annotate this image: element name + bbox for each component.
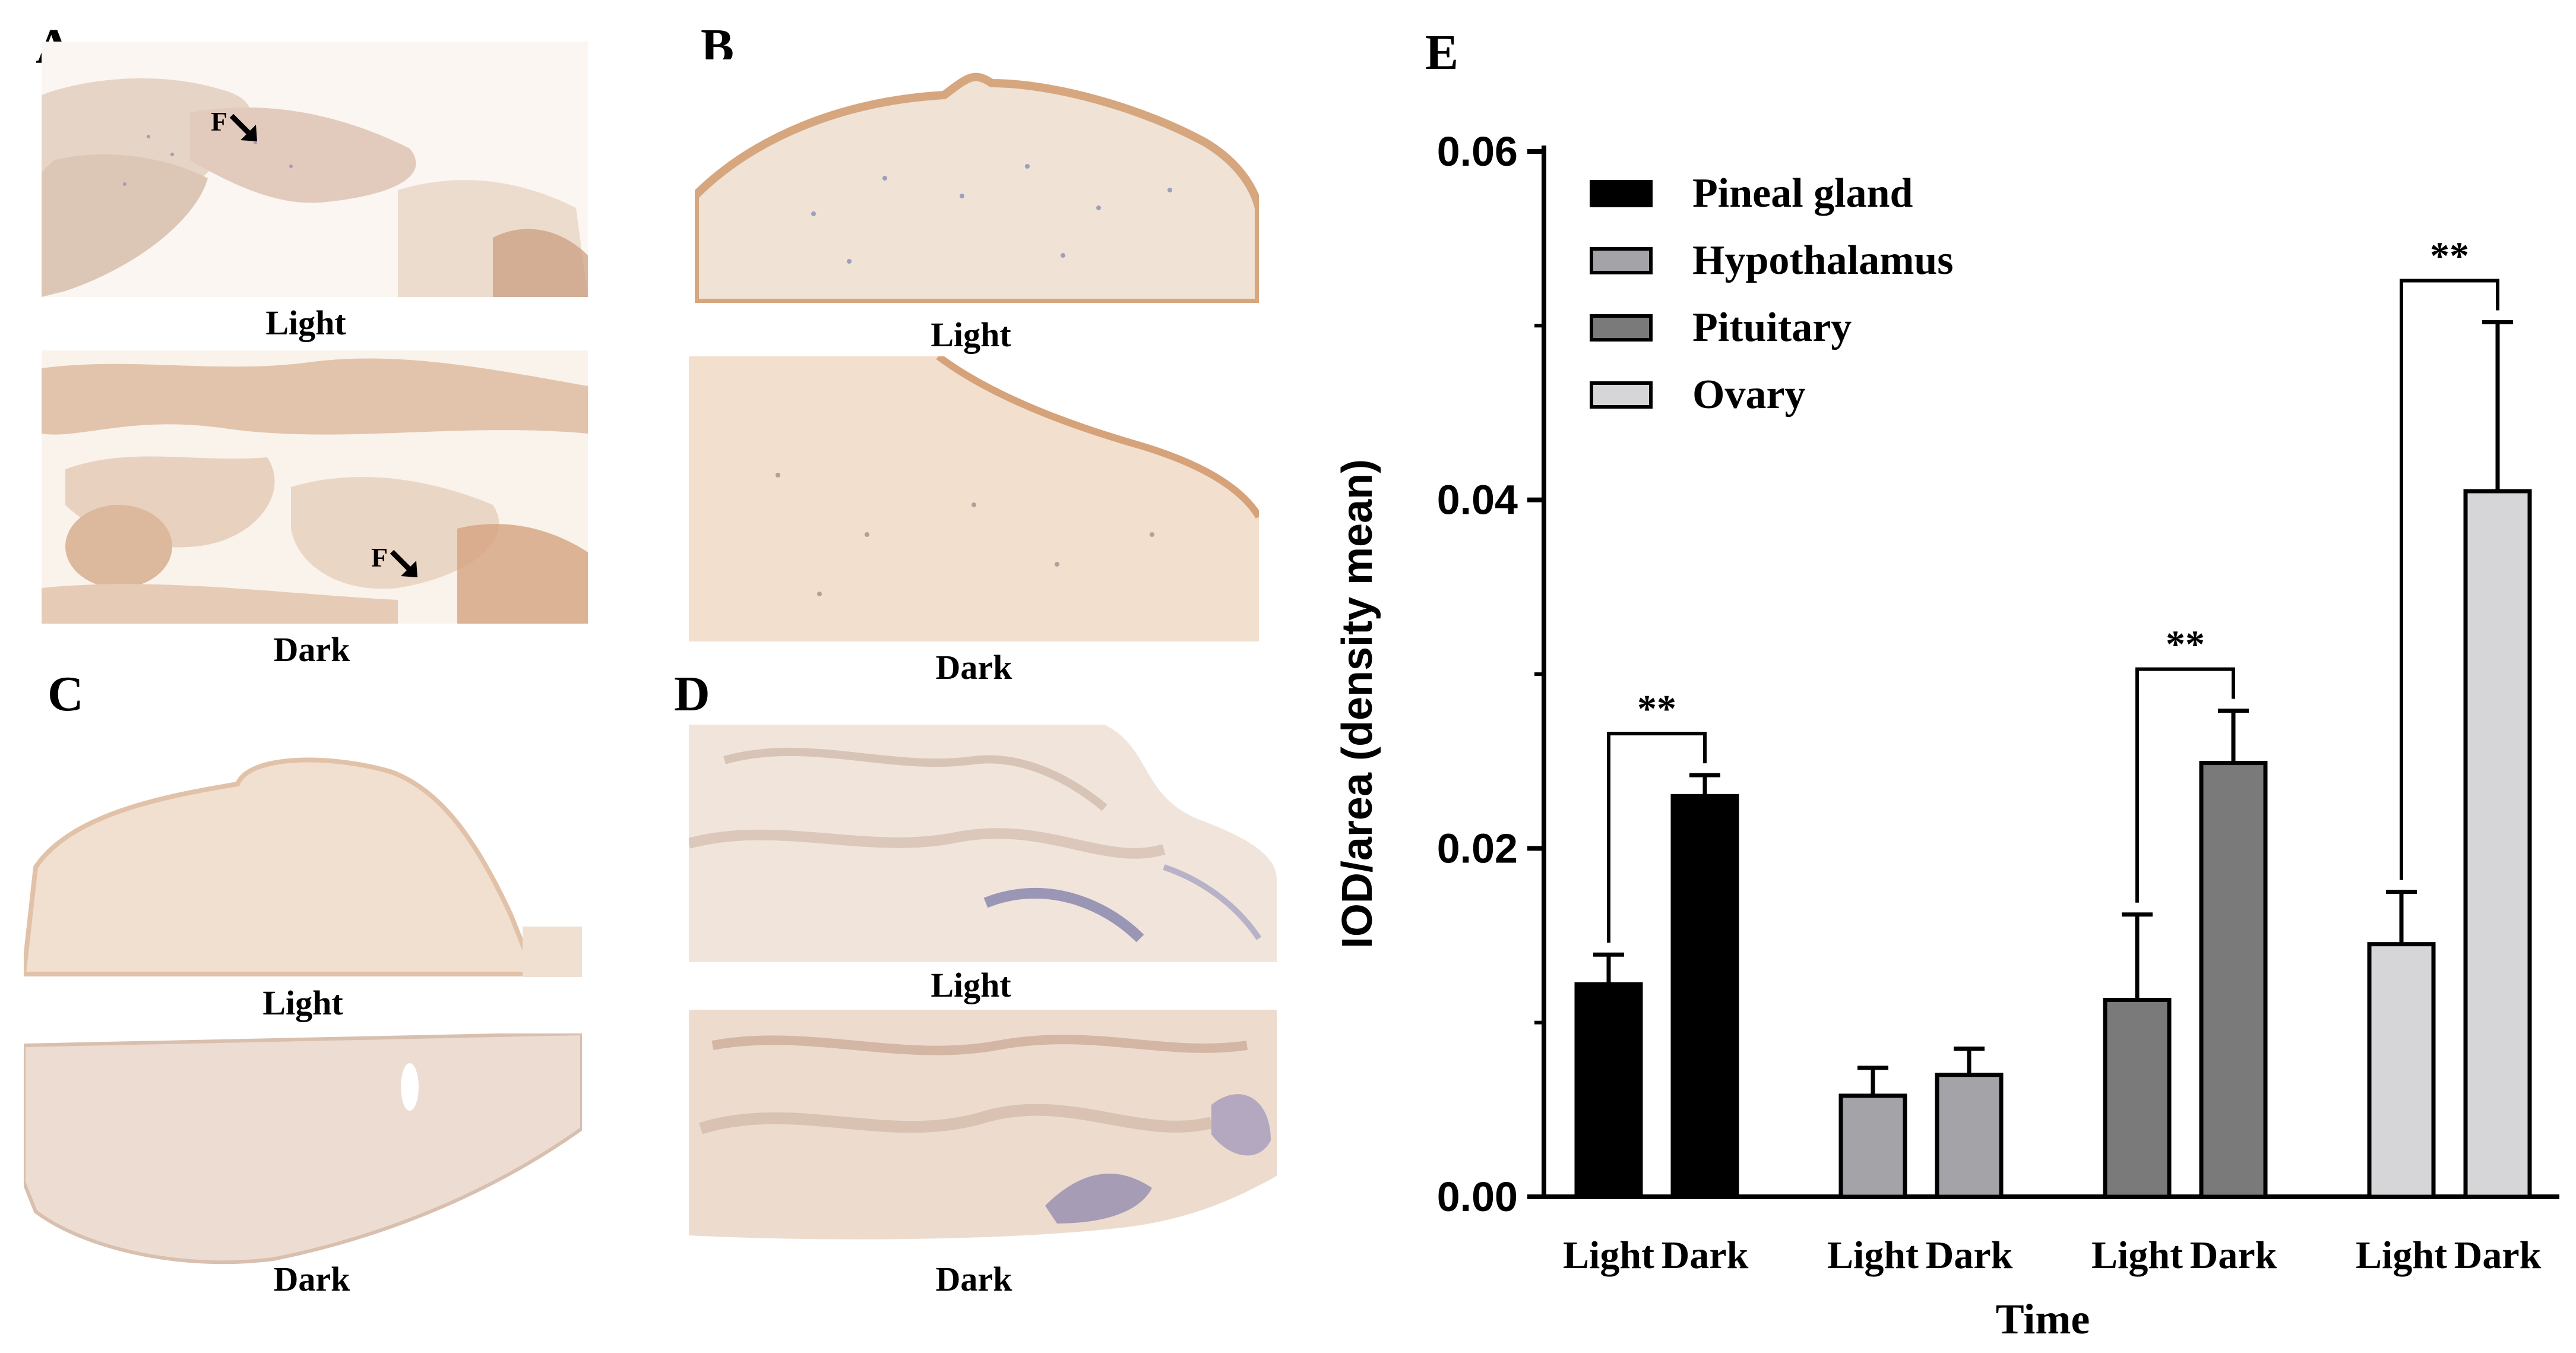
x-tick-label: Light <box>1827 1234 1919 1277</box>
panel-c-letter: C <box>48 666 84 722</box>
bar-2-0 <box>2103 998 2172 1199</box>
panel-a-arrow-bottom-label: F <box>371 542 388 573</box>
panel-c-light-tissue <box>24 748 582 980</box>
panel-a-light-tissue <box>42 42 588 297</box>
x-tick-label: Dark <box>2454 1234 2542 1277</box>
y-axis-label: IOD/area (density mean) <box>1334 459 1381 949</box>
panel-c-dark-micrograph <box>24 1033 582 1271</box>
significance-label-0: ** <box>1637 687 1676 731</box>
panel-a-arrow-top-label: F <box>211 106 228 137</box>
y-tick-label: 0.06 <box>1437 128 1518 175</box>
y-tick-label: 0.00 <box>1437 1174 1518 1220</box>
panel-a-light-micrograph <box>42 42 588 297</box>
bar-chart: 0.00 0.02 0.04 0.06 IOD/area (density mean) T… <box>1334 128 2559 1343</box>
panel-b-dark-micrograph <box>689 356 1259 641</box>
panel-c-light-micrograph <box>24 748 582 980</box>
panel-b-light-tissue <box>695 59 1259 303</box>
panel-d-light-tissue <box>689 725 1277 962</box>
panel-d-letter: D <box>674 666 710 722</box>
bar-1-1 <box>1935 1073 2004 1199</box>
panel-b-dark-label: Dark <box>935 648 1012 687</box>
panel-d-dark-micrograph <box>689 1010 1277 1241</box>
bar-3-0 <box>2367 942 2436 1199</box>
significance-bracket-2 <box>2135 667 2235 903</box>
bar-2-1 <box>2199 761 2268 1199</box>
legend-label-0: Pineal gland <box>1692 170 1913 216</box>
panel-c-dark-tissue <box>24 1033 582 1271</box>
legend-label-1: Hypothalamus <box>1692 238 1954 283</box>
legend-swatch-0 <box>1590 180 1653 207</box>
x-tick-label: Light <box>1563 1234 1654 1277</box>
bar-3-1 <box>2463 489 2532 1199</box>
panel-d-dark-tissue <box>689 1010 1277 1241</box>
panel-a-arrow-top-icon <box>229 113 257 141</box>
panel-b-light-label: Light <box>931 315 1011 354</box>
significance-label-3: ** <box>2430 234 2469 277</box>
panel-b-light-micrograph <box>695 59 1259 303</box>
panel-a-light-label: Light <box>265 304 346 342</box>
panel-a-dark-tissue <box>42 350 588 624</box>
bar-0-0 <box>1574 982 1643 1199</box>
panel-b-dark-tissue <box>689 356 1259 641</box>
x-tick-label: Light <box>2356 1234 2447 1277</box>
x-axis-label: Time <box>1996 1295 2090 1343</box>
legend-label-3: Ovary <box>1692 372 1806 418</box>
panel-e-letter: E <box>1425 25 1459 80</box>
bar-1-0 <box>1838 1093 1907 1199</box>
panel-a-dark-micrograph <box>42 350 588 624</box>
panel-d-dark-label: Dark <box>935 1260 1012 1298</box>
panel-c-dark-label: Dark <box>273 1260 350 1298</box>
legend-swatch-3 <box>1590 381 1653 409</box>
legend-swatch-1 <box>1590 247 1653 274</box>
legend-label-2: Pituitary <box>1692 305 1852 350</box>
significance-bracket-0 <box>1607 732 1707 943</box>
significance-bracket-3 <box>2400 279 2499 880</box>
panel-c-light-label: Light <box>262 984 343 1022</box>
y-tick-label: 0.02 <box>1437 825 1518 871</box>
legend-swatch-2 <box>1590 314 1653 342</box>
bar-0-1 <box>1670 794 1739 1199</box>
panel-a-dark-label: Dark <box>273 630 350 669</box>
panel-d-light-micrograph <box>689 725 1277 962</box>
y-tick-label: 0.04 <box>1437 477 1518 523</box>
x-tick-label: Dark <box>1662 1234 1749 1277</box>
significance-label-2: ** <box>2166 623 2205 666</box>
x-tick-label: Dark <box>2190 1234 2277 1277</box>
panel-a-arrow-bottom-icon <box>390 549 417 577</box>
x-tick-label: Dark <box>1926 1234 2013 1277</box>
panel-d-light-label: Light <box>931 966 1011 1004</box>
x-tick-label: Light <box>2091 1234 2183 1277</box>
